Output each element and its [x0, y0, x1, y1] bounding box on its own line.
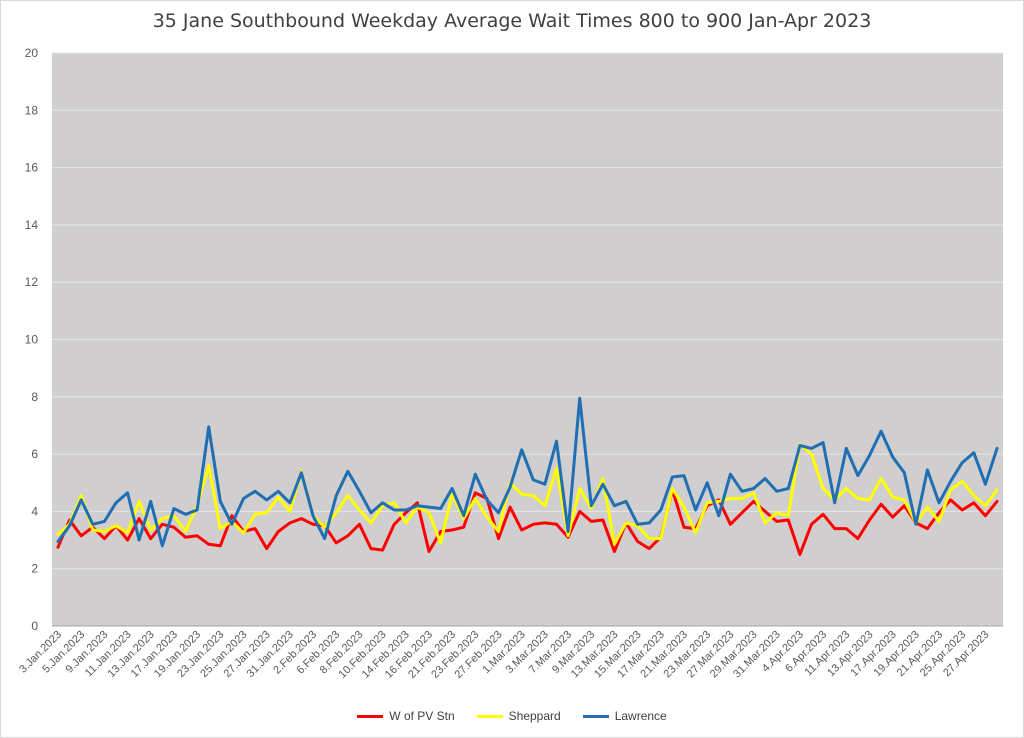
y-tick-label: 20: [25, 46, 39, 60]
legend-swatch: [476, 714, 503, 718]
legend-item-1: W of PV Stn: [357, 709, 455, 723]
legend: W of PV Stn Sheppard Lawrence: [0, 709, 1024, 723]
chart-title: 35 Jane Southbound Weekday Average Wait …: [152, 10, 872, 32]
y-tick-label: 10: [25, 333, 39, 347]
y-tick-label: 16: [25, 161, 39, 175]
legend-item-3: Lawrence: [582, 709, 667, 723]
y-tick-label: 6: [31, 447, 38, 461]
y-tick-label: 0: [31, 619, 38, 633]
y-axis: 0 2 4 6 8 10 12 14 16 18 20: [25, 46, 39, 633]
legend-label: W of PV Stn: [389, 709, 455, 723]
legend-swatch: [582, 714, 609, 718]
y-tick-label: 8: [31, 390, 38, 404]
y-tick-label: 12: [25, 275, 39, 289]
series-line-3: [56, 396, 999, 548]
series-lines: [56, 396, 999, 556]
series-line-1: [56, 488, 999, 556]
legend-label: Lawrence: [614, 709, 667, 723]
y-tick-label: 4: [31, 504, 38, 518]
y-tick-label: 2: [31, 562, 38, 576]
series-line-2: [56, 442, 999, 546]
legend-item-2: Sheppard: [476, 709, 561, 723]
legend-label: Sheppard: [508, 709, 561, 723]
y-tick-label: 14: [25, 218, 39, 232]
x-axis: 3.Jan.20235.Jan.20239.Jan.202311.Jan.202…: [17, 629, 991, 681]
legend-swatch: [357, 714, 384, 718]
y-tick-label: 18: [25, 103, 39, 117]
